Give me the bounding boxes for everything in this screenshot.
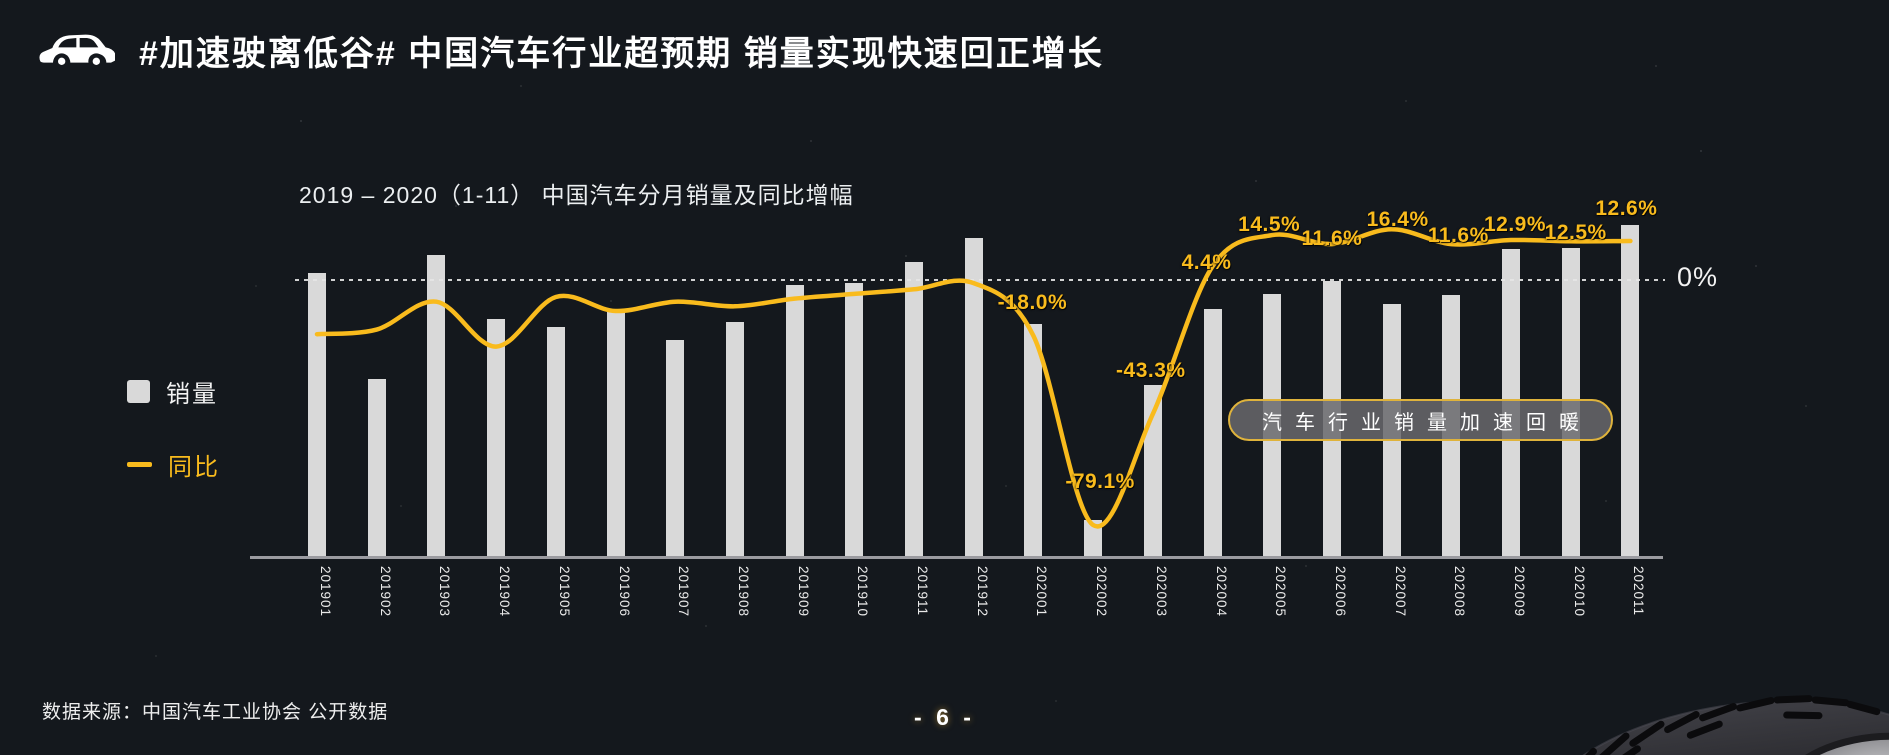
yoy-label-202006: 11.6% bbox=[1301, 227, 1363, 251]
yoy-label-202010: 12.5% bbox=[1544, 221, 1607, 245]
x-tick-201909: 201909 bbox=[795, 566, 811, 618]
bar-201910 bbox=[845, 282, 864, 557]
legend-item-sales: 销量 bbox=[127, 374, 218, 409]
bar-201901 bbox=[308, 273, 326, 557]
bar-202004 bbox=[1203, 308, 1222, 557]
chart-title: 2019 – 2020（1-11） 中国汽车分月销量及同比增幅 bbox=[299, 182, 854, 208]
annotation-pill: 汽车行业销量加速回暖 bbox=[1228, 399, 1613, 441]
bar-201912 bbox=[964, 238, 983, 557]
yoy-label-202008: 11.6% bbox=[1427, 224, 1489, 248]
yoy-label-202003: -43.3% bbox=[1116, 359, 1186, 383]
zero-line-label: 0% bbox=[1677, 262, 1719, 292]
yoy-label-202007: 16.4% bbox=[1366, 208, 1429, 232]
legend-yoy-label: 同比 bbox=[168, 454, 220, 481]
sales-bar-swatch-icon bbox=[127, 380, 150, 403]
bar-202003 bbox=[1143, 385, 1162, 557]
x-tick-201901: 201901 bbox=[318, 566, 333, 618]
x-tick-202003: 202003 bbox=[1153, 566, 1169, 618]
bar-201905 bbox=[546, 327, 565, 557]
bar-201911 bbox=[905, 262, 923, 557]
bar-202011 bbox=[1621, 225, 1640, 557]
x-tick-201906: 201906 bbox=[616, 566, 632, 618]
x-tick-202007: 202007 bbox=[1392, 566, 1408, 618]
x-tick-202011: 202011 bbox=[1631, 566, 1647, 617]
x-tick-202004: 202004 bbox=[1213, 566, 1229, 618]
x-tick-201910: 201910 bbox=[855, 566, 871, 618]
x-tick-201905: 201905 bbox=[556, 566, 572, 618]
bar-201904 bbox=[487, 319, 506, 557]
bar-201906 bbox=[606, 310, 625, 557]
yoy-label-202009: 12.9% bbox=[1483, 213, 1547, 236]
yoy-line-swatch-icon bbox=[127, 462, 152, 467]
x-tick-202005: 202005 bbox=[1273, 566, 1289, 618]
x-tick-201902: 201902 bbox=[377, 566, 393, 618]
bar-202001 bbox=[1024, 324, 1043, 557]
bar-201909 bbox=[785, 284, 804, 557]
source-note: 数据来源：中国汽车工业协会 公开数据 bbox=[42, 702, 389, 723]
x-tick-202001: 202001 bbox=[1034, 566, 1050, 618]
bar-201902 bbox=[367, 379, 386, 557]
yoy-label-202004: 4.4% bbox=[1181, 251, 1232, 275]
x-tick-202008: 202008 bbox=[1452, 566, 1468, 618]
bar-202002 bbox=[1084, 519, 1103, 557]
yoy-label-202005: 14.5% bbox=[1238, 213, 1301, 237]
x-tick-201912: 201912 bbox=[974, 566, 990, 618]
x-tick-202002: 202002 bbox=[1094, 566, 1110, 618]
legend-item-yoy: 同比 bbox=[127, 447, 220, 482]
yoy-label-202011: 12.6% bbox=[1595, 197, 1658, 220]
x-axis-line bbox=[250, 556, 1663, 559]
yoy-label-202001: -18.0% bbox=[997, 290, 1068, 314]
x-tick-202009: 202009 bbox=[1512, 566, 1527, 618]
x-tick-201907: 201907 bbox=[676, 566, 692, 618]
tire-image bbox=[1549, 695, 1889, 755]
x-tick-201903: 201903 bbox=[437, 566, 453, 618]
x-tick-201904: 201904 bbox=[497, 566, 513, 618]
x-tick-201911: 201911 bbox=[915, 566, 930, 617]
annotation-text: 汽车行业销量加速回暖 bbox=[1262, 411, 1592, 434]
page-title: #加速驶离低谷# 中国汽车行业超预期 销量实现快速回正增长 bbox=[139, 34, 1104, 73]
bar-201908 bbox=[725, 322, 744, 557]
x-tick-201908: 201908 bbox=[735, 566, 751, 618]
bar-201903 bbox=[427, 254, 446, 557]
page-number: - 6 - bbox=[914, 704, 975, 730]
bar-201907 bbox=[666, 340, 685, 557]
car-icon bbox=[39, 34, 115, 70]
x-tick-202010: 202010 bbox=[1571, 566, 1587, 618]
header: #加速驶离低谷# 中国汽车行业超预期 销量实现快速回正增长 bbox=[35, 24, 1104, 76]
x-tick-202006: 202006 bbox=[1332, 566, 1348, 618]
yoy-label-202002: -79.1% bbox=[1065, 470, 1135, 493]
zero-reference-line bbox=[295, 279, 1665, 281]
legend-sales-label: 销量 bbox=[166, 381, 218, 408]
